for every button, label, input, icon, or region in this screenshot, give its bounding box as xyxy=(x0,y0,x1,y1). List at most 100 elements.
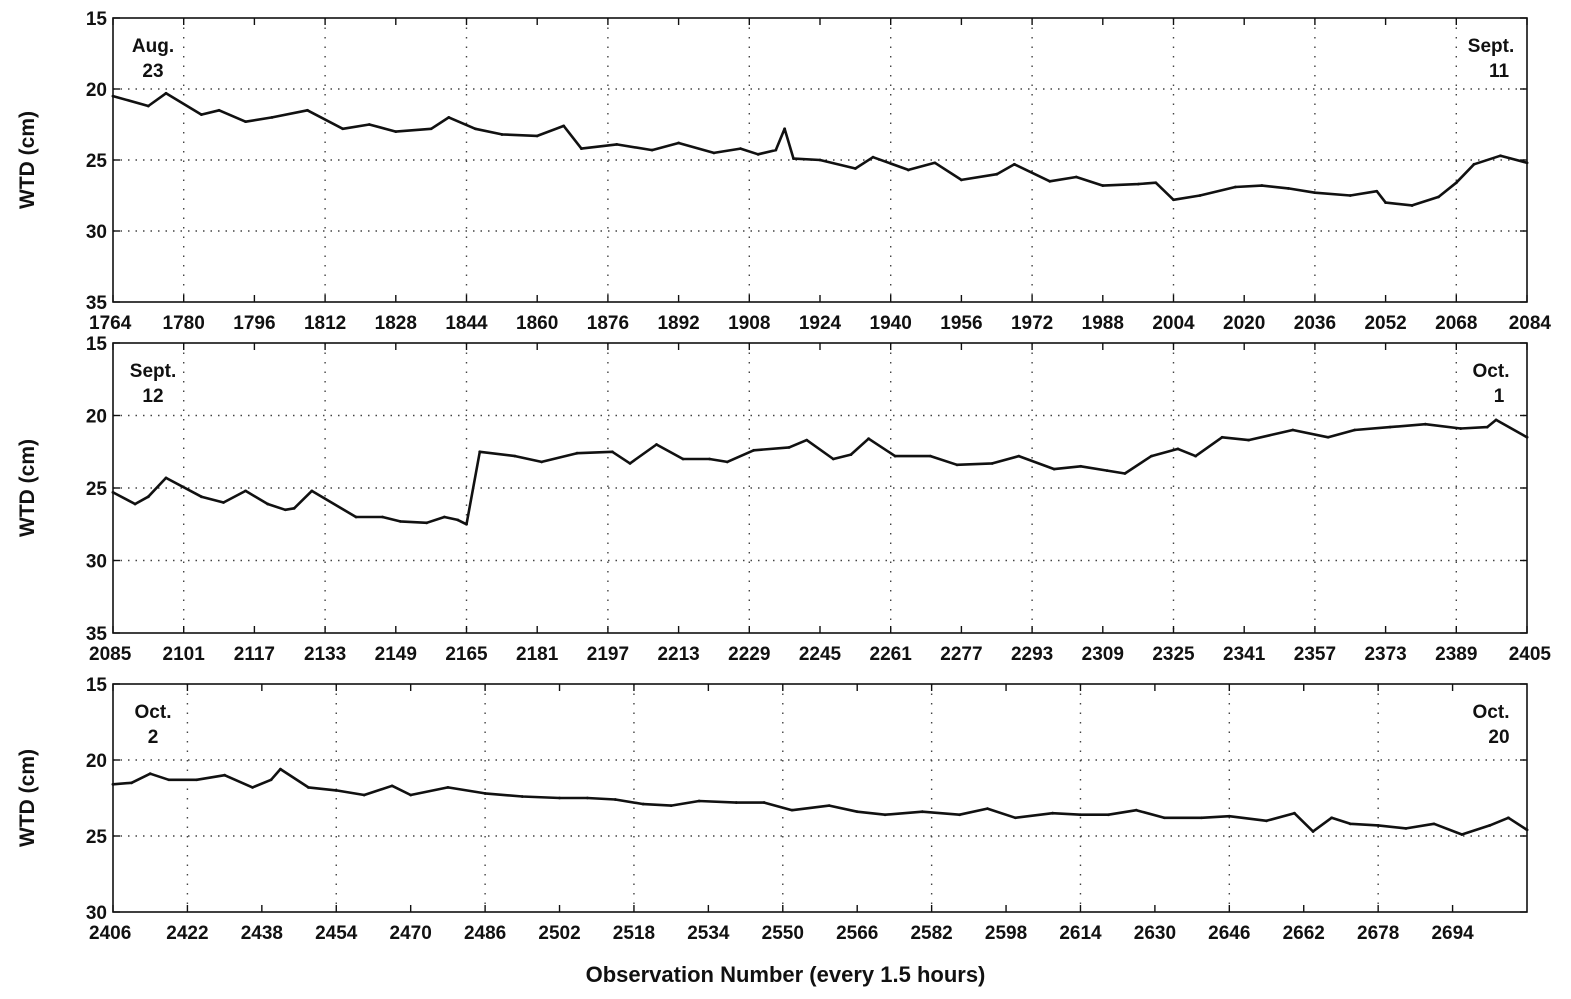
data-point xyxy=(1286,187,1290,190)
y-tick-label: 20 xyxy=(86,751,107,772)
date-label-start: 23 xyxy=(142,61,163,82)
data-point xyxy=(1388,425,1392,429)
y-tick-label: 25 xyxy=(86,827,108,848)
data-point xyxy=(111,490,115,494)
data-point xyxy=(447,116,451,119)
data-point xyxy=(1200,816,1203,820)
data-point xyxy=(146,104,150,108)
data-point xyxy=(1330,816,1334,820)
data-point xyxy=(1525,435,1529,439)
x-tick-label: 2614 xyxy=(1059,923,1102,944)
y-tick-label: 15 xyxy=(86,334,108,355)
data-point xyxy=(883,813,887,817)
panel-1: 1764 1780 1796 1812 1828 1844 1860 1876 1892 1908… xyxy=(16,9,1551,334)
y-tick-label: 20 xyxy=(86,80,107,101)
data-point xyxy=(990,461,994,465)
data-point xyxy=(1506,816,1510,820)
x-tick-label: 2133 xyxy=(304,644,346,665)
data-point xyxy=(831,457,835,461)
data-point xyxy=(725,460,729,464)
data-point xyxy=(266,502,270,506)
data-point xyxy=(1311,830,1315,833)
data-point xyxy=(1291,428,1295,432)
data-point xyxy=(381,515,384,519)
data-point xyxy=(920,810,924,814)
x-tick-label: 2101 xyxy=(163,644,206,665)
x-tick-label: 2293 xyxy=(1011,644,1053,665)
panel-3: 2406 2422 2438 2454 2470 2486 2502 2518 2534 2550… xyxy=(16,675,1529,944)
date-label-end: 20 xyxy=(1488,727,1509,748)
series-line xyxy=(111,92,1529,207)
data-point xyxy=(425,521,429,525)
x-tick-label: 2550 xyxy=(762,923,804,944)
y-axis-title: WTD (cm) xyxy=(16,111,39,209)
date-label-start: Aug. xyxy=(132,36,174,57)
x-tick-label: 2117 xyxy=(234,644,275,665)
x-tick-label: 2678 xyxy=(1357,923,1399,944)
data-point xyxy=(500,133,504,136)
x-tick-label: 1828 xyxy=(375,313,417,334)
data-point xyxy=(986,807,989,811)
data-point xyxy=(1105,469,1109,472)
data-point xyxy=(783,127,787,131)
data-point xyxy=(520,795,524,798)
data-point xyxy=(164,476,168,480)
data-point xyxy=(334,789,338,792)
data-point xyxy=(579,147,583,151)
data-point xyxy=(1048,179,1052,183)
y-axis-title: WTD (cm) xyxy=(16,439,39,537)
series-line xyxy=(111,767,1529,836)
x-tick-label: 2213 xyxy=(657,644,699,665)
y-tick-label: 30 xyxy=(86,903,107,924)
data-point xyxy=(195,778,199,782)
y-tick-label: 20 xyxy=(86,407,107,428)
data-point xyxy=(1247,438,1251,442)
data-point xyxy=(1376,823,1380,827)
data-point xyxy=(955,463,959,467)
x-tick-label: 1812 xyxy=(304,313,346,334)
panel-2: 2085 2101 2117 2133 2149 2165 2181 2197 2213 2229… xyxy=(16,334,1551,665)
data-point xyxy=(805,438,809,442)
data-point xyxy=(655,443,658,446)
data-point xyxy=(827,804,831,807)
x-tick-label: 2084 xyxy=(1509,313,1552,334)
data-point xyxy=(697,799,701,803)
data-point xyxy=(1348,822,1352,826)
x-tick-label: 1860 xyxy=(516,313,558,334)
x-tick-label: 2181 xyxy=(516,644,559,665)
x-tick-label: 2630 xyxy=(1134,923,1176,944)
x-tick-label: 2036 xyxy=(1294,313,1336,334)
x-axis-title: Observation Number (every 1.5 hours) xyxy=(585,962,986,987)
data-point xyxy=(283,508,287,512)
data-point xyxy=(906,168,910,172)
data-point xyxy=(310,489,314,493)
data-point xyxy=(586,796,589,800)
data-point xyxy=(130,781,134,785)
data-point xyxy=(1485,425,1489,429)
x-tick-label: 1972 xyxy=(1011,313,1053,334)
data-point xyxy=(1525,828,1529,832)
data-point xyxy=(111,782,115,786)
data-point xyxy=(111,94,115,98)
x-tick-label: 2245 xyxy=(799,644,842,665)
x-tick-label: 2373 xyxy=(1364,644,1406,665)
data-point xyxy=(1051,811,1054,815)
data-point xyxy=(1101,184,1105,187)
data-point xyxy=(1423,422,1427,426)
data-point xyxy=(1353,428,1357,432)
date-label-end: 1 xyxy=(1494,386,1505,407)
data-point xyxy=(762,801,766,804)
date-label-start: 12 xyxy=(142,386,163,407)
data-point xyxy=(362,793,366,797)
data-point xyxy=(306,785,310,789)
data-point xyxy=(641,802,645,806)
data-point xyxy=(756,152,760,156)
data-point xyxy=(575,451,579,455)
data-point xyxy=(1437,195,1441,199)
data-point xyxy=(1074,175,1078,179)
y-tick-label: 30 xyxy=(86,552,107,573)
x-tick-label: 2454 xyxy=(315,923,358,944)
data-point xyxy=(681,457,685,461)
x-tick-label: 2694 xyxy=(1431,923,1474,944)
y-tick-label: 15 xyxy=(86,675,108,696)
